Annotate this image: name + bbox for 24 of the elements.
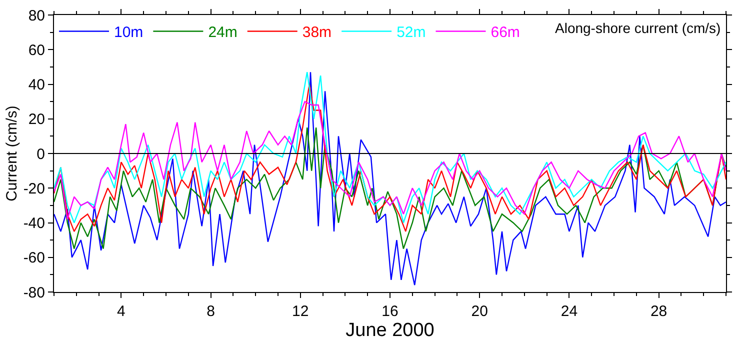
legend-label: 52m: [396, 24, 426, 42]
x-tick-label: 24: [560, 303, 578, 320]
y-tick-label: -20: [23, 180, 45, 198]
chart-title: Along-shore current (cm/s): [555, 20, 721, 36]
y-tick-label: 60: [28, 42, 45, 59]
legend-label: 10m: [114, 24, 144, 42]
x-tick-label: 28: [650, 303, 668, 320]
legend-label: 66m: [490, 24, 520, 42]
x-tick-label: 16: [382, 303, 398, 320]
x-tick-label: 12: [292, 303, 309, 320]
y-tick-label: 80: [28, 7, 45, 24]
y-axis-title: Current (cm/s): [4, 106, 21, 202]
y-tick-label: 0: [36, 146, 45, 163]
y-tick-label: 20: [28, 111, 45, 128]
y-tick-label: 40: [28, 76, 45, 94]
x-tick-label: 8: [206, 303, 215, 320]
x-tick-label: 20: [471, 303, 488, 320]
legend-label: 38m: [302, 24, 332, 42]
y-tick-label: -40: [23, 215, 45, 232]
y-tick-label: -80: [23, 284, 45, 302]
x-tick-label: 4: [117, 303, 126, 320]
legend-label: 24m: [208, 24, 238, 42]
x-axis-title: June 2000: [346, 320, 434, 341]
y-tick-label: -60: [23, 250, 45, 267]
